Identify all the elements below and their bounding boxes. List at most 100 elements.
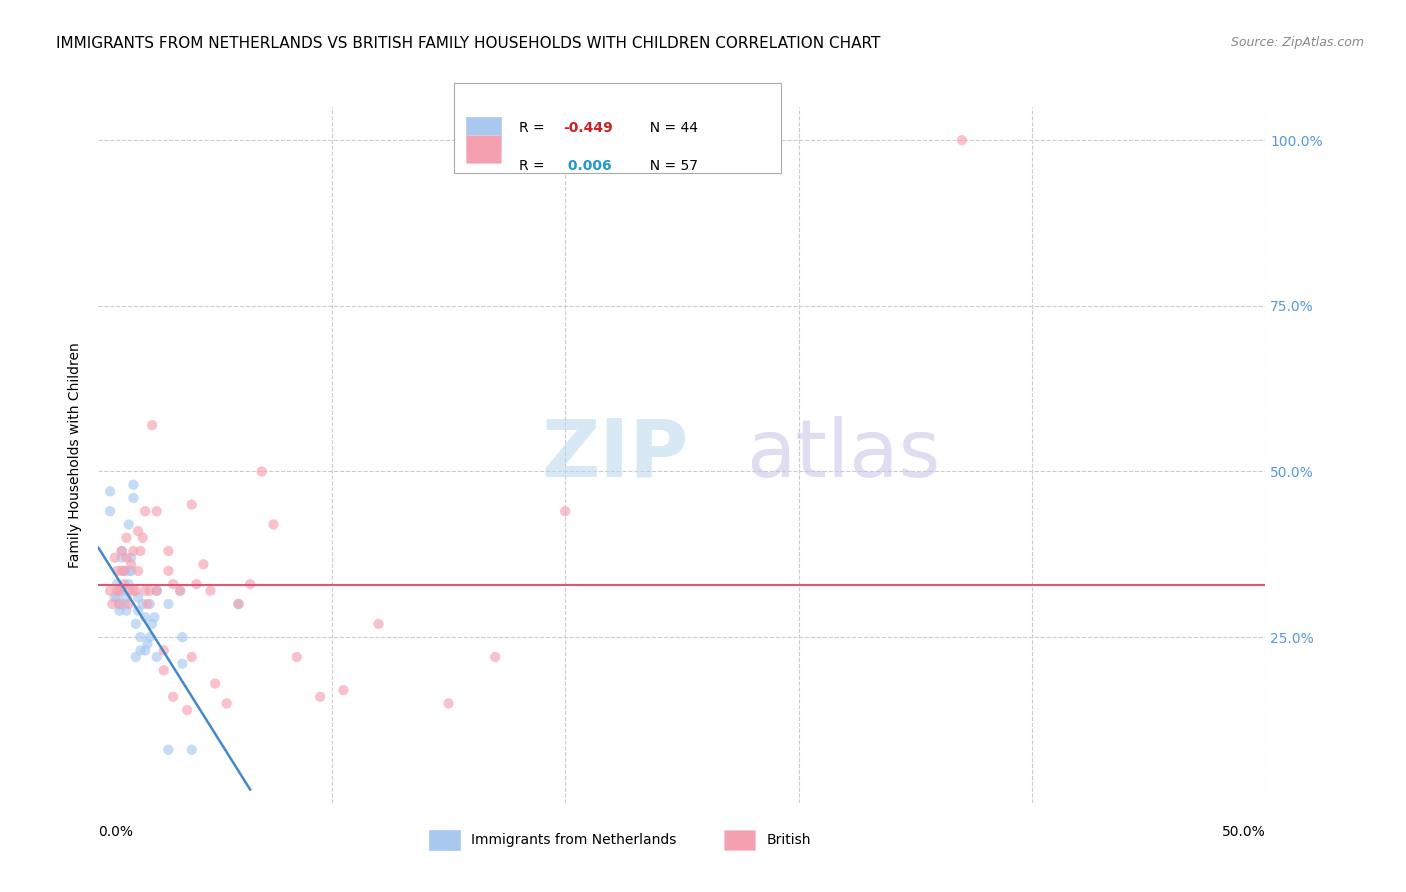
Text: atlas: atlas	[747, 416, 941, 494]
Point	[118, 583, 141, 598]
Point	[112, 564, 135, 578]
Point	[125, 583, 148, 598]
Point	[98, 484, 121, 499]
Point	[180, 650, 202, 665]
Point	[115, 550, 138, 565]
Point	[139, 630, 162, 644]
Text: N = 44: N = 44	[641, 121, 697, 135]
Point	[129, 544, 152, 558]
Text: Source: ZipAtlas.com: Source: ZipAtlas.com	[1230, 36, 1364, 49]
Point	[146, 650, 169, 665]
Point	[127, 564, 149, 578]
Point	[111, 544, 134, 558]
Point	[484, 650, 506, 665]
Point	[108, 597, 131, 611]
Point	[120, 558, 142, 572]
Point	[122, 583, 145, 598]
Point	[120, 564, 142, 578]
Point	[125, 616, 148, 631]
Point	[250, 465, 273, 479]
Point	[132, 597, 155, 611]
Point	[228, 597, 250, 611]
Text: -0.449: -0.449	[562, 121, 613, 135]
Point	[115, 591, 138, 605]
Point	[127, 604, 149, 618]
Point	[172, 630, 194, 644]
Point	[118, 564, 141, 578]
Point	[176, 703, 198, 717]
Point	[193, 558, 215, 572]
Point	[118, 597, 141, 611]
Point	[115, 531, 138, 545]
Bar	[465, 135, 501, 162]
Text: ZIP: ZIP	[541, 416, 689, 494]
Point	[152, 663, 174, 677]
Point	[118, 517, 141, 532]
Point	[108, 597, 131, 611]
Point	[146, 583, 169, 598]
Point	[141, 418, 163, 433]
Point	[285, 650, 308, 665]
Point	[118, 577, 141, 591]
Point	[262, 517, 284, 532]
Point	[162, 690, 184, 704]
Point	[122, 477, 145, 491]
Point	[129, 643, 152, 657]
Point	[111, 544, 134, 558]
Point	[169, 583, 191, 598]
Point	[125, 650, 148, 665]
Point	[157, 564, 180, 578]
Point	[228, 597, 250, 611]
Point	[134, 610, 156, 624]
Point	[101, 597, 124, 611]
Point	[105, 583, 128, 598]
Point	[146, 583, 169, 598]
Point	[332, 683, 354, 698]
Point	[239, 577, 262, 591]
Text: 0.0%: 0.0%	[98, 825, 134, 839]
Point	[105, 591, 128, 605]
Point	[122, 544, 145, 558]
Point	[115, 604, 138, 618]
Point	[152, 643, 174, 657]
Point	[134, 643, 156, 657]
Text: R =: R =	[519, 159, 548, 173]
Y-axis label: Family Households with Children: Family Households with Children	[69, 342, 83, 568]
Point	[132, 531, 155, 545]
Point	[108, 604, 131, 618]
Text: R =: R =	[519, 121, 548, 135]
Point	[309, 690, 332, 704]
Point	[108, 583, 131, 598]
Point	[200, 583, 222, 598]
Point	[105, 564, 128, 578]
Point	[143, 610, 166, 624]
Point	[98, 583, 121, 598]
Point	[204, 676, 226, 690]
Point	[129, 630, 152, 644]
Point	[554, 504, 576, 518]
Point	[157, 544, 180, 558]
Point	[162, 577, 184, 591]
Text: N = 57: N = 57	[641, 159, 697, 173]
Point	[120, 550, 142, 565]
Point	[104, 591, 127, 605]
Point	[127, 524, 149, 538]
Point	[139, 583, 162, 598]
Point	[112, 597, 135, 611]
Point	[127, 591, 149, 605]
Point	[112, 564, 135, 578]
Point	[134, 504, 156, 518]
Text: 0.006: 0.006	[562, 159, 612, 173]
Point	[134, 583, 156, 598]
FancyBboxPatch shape	[454, 83, 782, 173]
Point	[157, 597, 180, 611]
Point	[141, 616, 163, 631]
Point	[169, 583, 191, 598]
Point	[111, 564, 134, 578]
Point	[180, 498, 202, 512]
Text: IMMIGRANTS FROM NETHERLANDS VS BRITISH FAMILY HOUSEHOLDS WITH CHILDREN CORRELATI: IMMIGRANTS FROM NETHERLANDS VS BRITISH F…	[56, 36, 880, 51]
Point	[172, 657, 194, 671]
Point	[111, 550, 134, 565]
Point	[186, 577, 208, 591]
Point	[98, 504, 121, 518]
